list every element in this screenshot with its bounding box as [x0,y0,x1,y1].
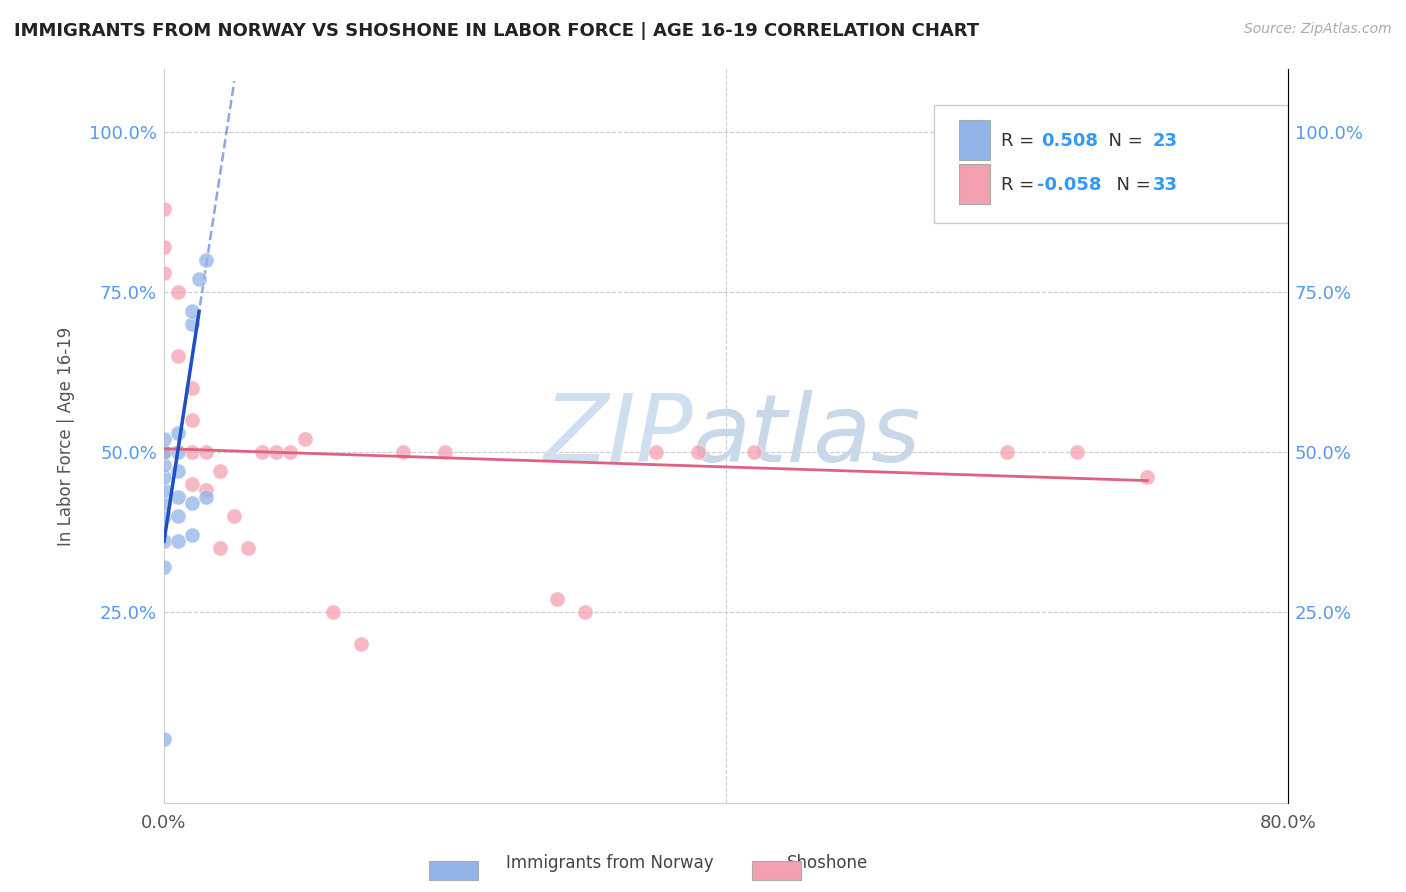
Point [1136,470,1159,484]
Text: IMMIGRANTS FROM NORWAY VS SHOSHONE IN LABOR FORCE | AGE 16-19 CORRELATION CHART: IMMIGRANTS FROM NORWAY VS SHOSHONE IN LA… [14,22,979,40]
Point [392,445,415,459]
Text: N =: N = [1105,176,1156,194]
Point [153,445,176,459]
Point [153,240,176,254]
Point [167,285,190,300]
Point [195,445,218,459]
Point [574,605,596,619]
Point [181,317,204,331]
Point [195,253,218,268]
Point [153,445,176,459]
Text: R =: R = [1001,131,1046,150]
Text: Source: ZipAtlas.com: Source: ZipAtlas.com [1244,22,1392,37]
Point [153,266,176,280]
FancyBboxPatch shape [959,120,990,161]
Point [280,445,302,459]
Point [167,534,190,549]
Point [167,425,190,440]
Point [167,349,190,363]
Y-axis label: In Labor Force | Age 16-19: In Labor Force | Age 16-19 [58,326,75,546]
Point [153,202,176,216]
Point [546,591,568,606]
Point [153,560,176,574]
Point [252,445,274,459]
Point [195,483,218,498]
Point [188,272,211,286]
Point [167,464,190,478]
Text: R =: R = [1001,176,1040,194]
Point [153,458,176,472]
Point [238,541,260,555]
Point [195,490,218,504]
Point [181,381,204,395]
Point [153,483,176,498]
Point [153,496,176,510]
Point [322,605,344,619]
Point [181,445,204,459]
Point [153,432,176,446]
Point [433,445,456,459]
Point [167,508,190,523]
Text: atlas: atlas [692,391,921,482]
Point [686,445,709,459]
Point [995,445,1018,459]
Text: 0.508: 0.508 [1040,131,1098,150]
Text: Shoshone: Shoshone [787,855,869,872]
Point [181,528,204,542]
Point [153,445,176,459]
Point [153,732,176,747]
Point [266,445,288,459]
Point [1066,445,1088,459]
Point [181,413,204,427]
Point [167,445,190,459]
Point [167,490,190,504]
Point [181,304,204,318]
Point [153,470,176,484]
Text: ZIP: ZIP [543,391,692,482]
Point [181,476,204,491]
Point [153,534,176,549]
FancyBboxPatch shape [934,105,1288,223]
Point [209,541,232,555]
Point [350,636,373,650]
Text: -0.058: -0.058 [1038,176,1102,194]
Text: N =: N = [1097,131,1149,150]
Point [742,445,765,459]
Text: 23: 23 [1153,131,1178,150]
Point [209,464,232,478]
Text: 33: 33 [1153,176,1178,194]
Text: Immigrants from Norway: Immigrants from Norway [506,855,714,872]
Point [294,432,316,446]
Point [153,508,176,523]
Point [181,496,204,510]
Point [644,445,666,459]
FancyBboxPatch shape [959,164,990,204]
Point [224,508,246,523]
